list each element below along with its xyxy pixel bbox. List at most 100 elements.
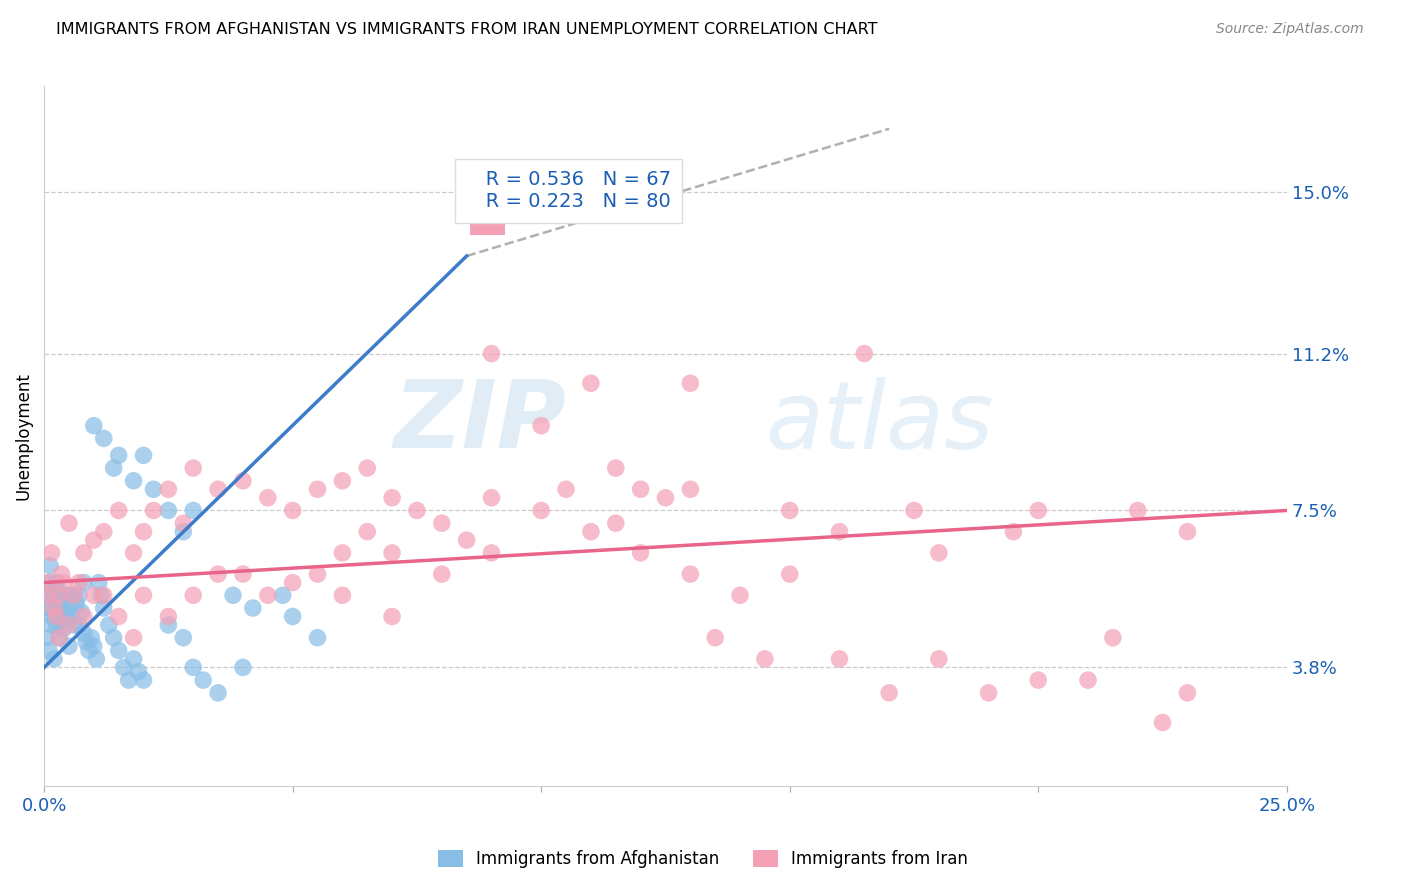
Point bbox=[1152, 715, 1174, 730]
Text: R = 0.536   N = 67
   R = 0.223   N = 80: R = 0.536 N = 67 R = 0.223 N = 80 bbox=[467, 170, 671, 211]
Point bbox=[928, 652, 950, 666]
Point bbox=[93, 601, 115, 615]
Point bbox=[45, 609, 67, 624]
Point bbox=[42, 588, 65, 602]
Point bbox=[281, 609, 304, 624]
Point bbox=[172, 516, 194, 531]
Point bbox=[45, 618, 67, 632]
Point bbox=[45, 575, 67, 590]
Point bbox=[97, 618, 120, 632]
Point bbox=[481, 546, 503, 560]
Point bbox=[356, 524, 378, 539]
Point bbox=[58, 516, 80, 531]
Point bbox=[103, 631, 125, 645]
Legend: Immigrants from Afghanistan, Immigrants from Iran: Immigrants from Afghanistan, Immigrants … bbox=[432, 843, 974, 875]
Point bbox=[430, 567, 453, 582]
Point bbox=[307, 567, 329, 582]
Point bbox=[1177, 686, 1199, 700]
Point bbox=[281, 575, 304, 590]
Point bbox=[1026, 503, 1049, 517]
Point bbox=[56, 588, 79, 602]
Point bbox=[73, 609, 96, 624]
Point bbox=[65, 597, 87, 611]
Point bbox=[704, 631, 727, 645]
Point bbox=[307, 631, 329, 645]
Point bbox=[70, 605, 93, 619]
Point bbox=[132, 524, 155, 539]
Point bbox=[381, 491, 404, 505]
Point bbox=[172, 524, 194, 539]
Point bbox=[332, 588, 354, 602]
Point bbox=[51, 567, 73, 582]
Point bbox=[77, 643, 100, 657]
Point bbox=[83, 418, 105, 433]
Point bbox=[679, 483, 702, 497]
Point bbox=[103, 461, 125, 475]
Point bbox=[52, 622, 75, 636]
Point bbox=[132, 673, 155, 687]
Point bbox=[107, 448, 129, 462]
Point bbox=[222, 588, 245, 602]
Point bbox=[35, 631, 58, 645]
Point bbox=[356, 461, 378, 475]
Point bbox=[281, 503, 304, 517]
Point bbox=[38, 575, 60, 590]
Point bbox=[307, 483, 329, 497]
Point bbox=[41, 618, 63, 632]
Point bbox=[63, 588, 86, 602]
Point bbox=[530, 418, 553, 433]
Point bbox=[51, 609, 73, 624]
Point bbox=[828, 652, 851, 666]
Point bbox=[579, 376, 602, 391]
Point bbox=[132, 588, 155, 602]
Point bbox=[87, 575, 110, 590]
Text: Source: ZipAtlas.com: Source: ZipAtlas.com bbox=[1216, 22, 1364, 37]
Point bbox=[83, 639, 105, 653]
Point bbox=[90, 588, 112, 602]
Point bbox=[93, 588, 115, 602]
Point bbox=[779, 503, 801, 517]
Point bbox=[37, 601, 59, 615]
Point bbox=[157, 483, 180, 497]
Point bbox=[1177, 524, 1199, 539]
Point bbox=[1026, 673, 1049, 687]
Text: ZIP: ZIP bbox=[394, 376, 567, 468]
Text: IMMIGRANTS FROM AFGHANISTAN VS IMMIGRANTS FROM IRAN UNEMPLOYMENT CORRELATION CHA: IMMIGRANTS FROM AFGHANISTAN VS IMMIGRANT… bbox=[56, 22, 877, 37]
Point bbox=[38, 575, 60, 590]
Point bbox=[256, 491, 278, 505]
Point bbox=[83, 533, 105, 548]
Point bbox=[157, 618, 180, 632]
Point bbox=[853, 346, 876, 360]
Point bbox=[48, 588, 70, 602]
Point bbox=[181, 503, 204, 517]
Point bbox=[481, 491, 503, 505]
Point bbox=[93, 524, 115, 539]
Point bbox=[157, 609, 180, 624]
Point bbox=[605, 461, 627, 475]
Point bbox=[157, 503, 180, 517]
Point bbox=[67, 618, 90, 632]
Point bbox=[193, 673, 215, 687]
Point bbox=[181, 588, 204, 602]
Point bbox=[828, 524, 851, 539]
Point bbox=[630, 546, 652, 560]
Point bbox=[1077, 673, 1099, 687]
Point bbox=[430, 516, 453, 531]
Point bbox=[48, 631, 70, 645]
Point bbox=[232, 567, 254, 582]
Point bbox=[53, 605, 76, 619]
Point bbox=[63, 618, 86, 632]
Point bbox=[654, 491, 676, 505]
Point bbox=[107, 503, 129, 517]
Point bbox=[39, 558, 62, 573]
Point bbox=[877, 686, 900, 700]
Point bbox=[332, 546, 354, 560]
Point bbox=[44, 605, 66, 619]
Point bbox=[142, 503, 165, 517]
Point bbox=[579, 524, 602, 539]
Point bbox=[73, 575, 96, 590]
Point bbox=[84, 652, 107, 666]
Point bbox=[679, 567, 702, 582]
Point bbox=[271, 588, 294, 602]
Point bbox=[207, 686, 229, 700]
